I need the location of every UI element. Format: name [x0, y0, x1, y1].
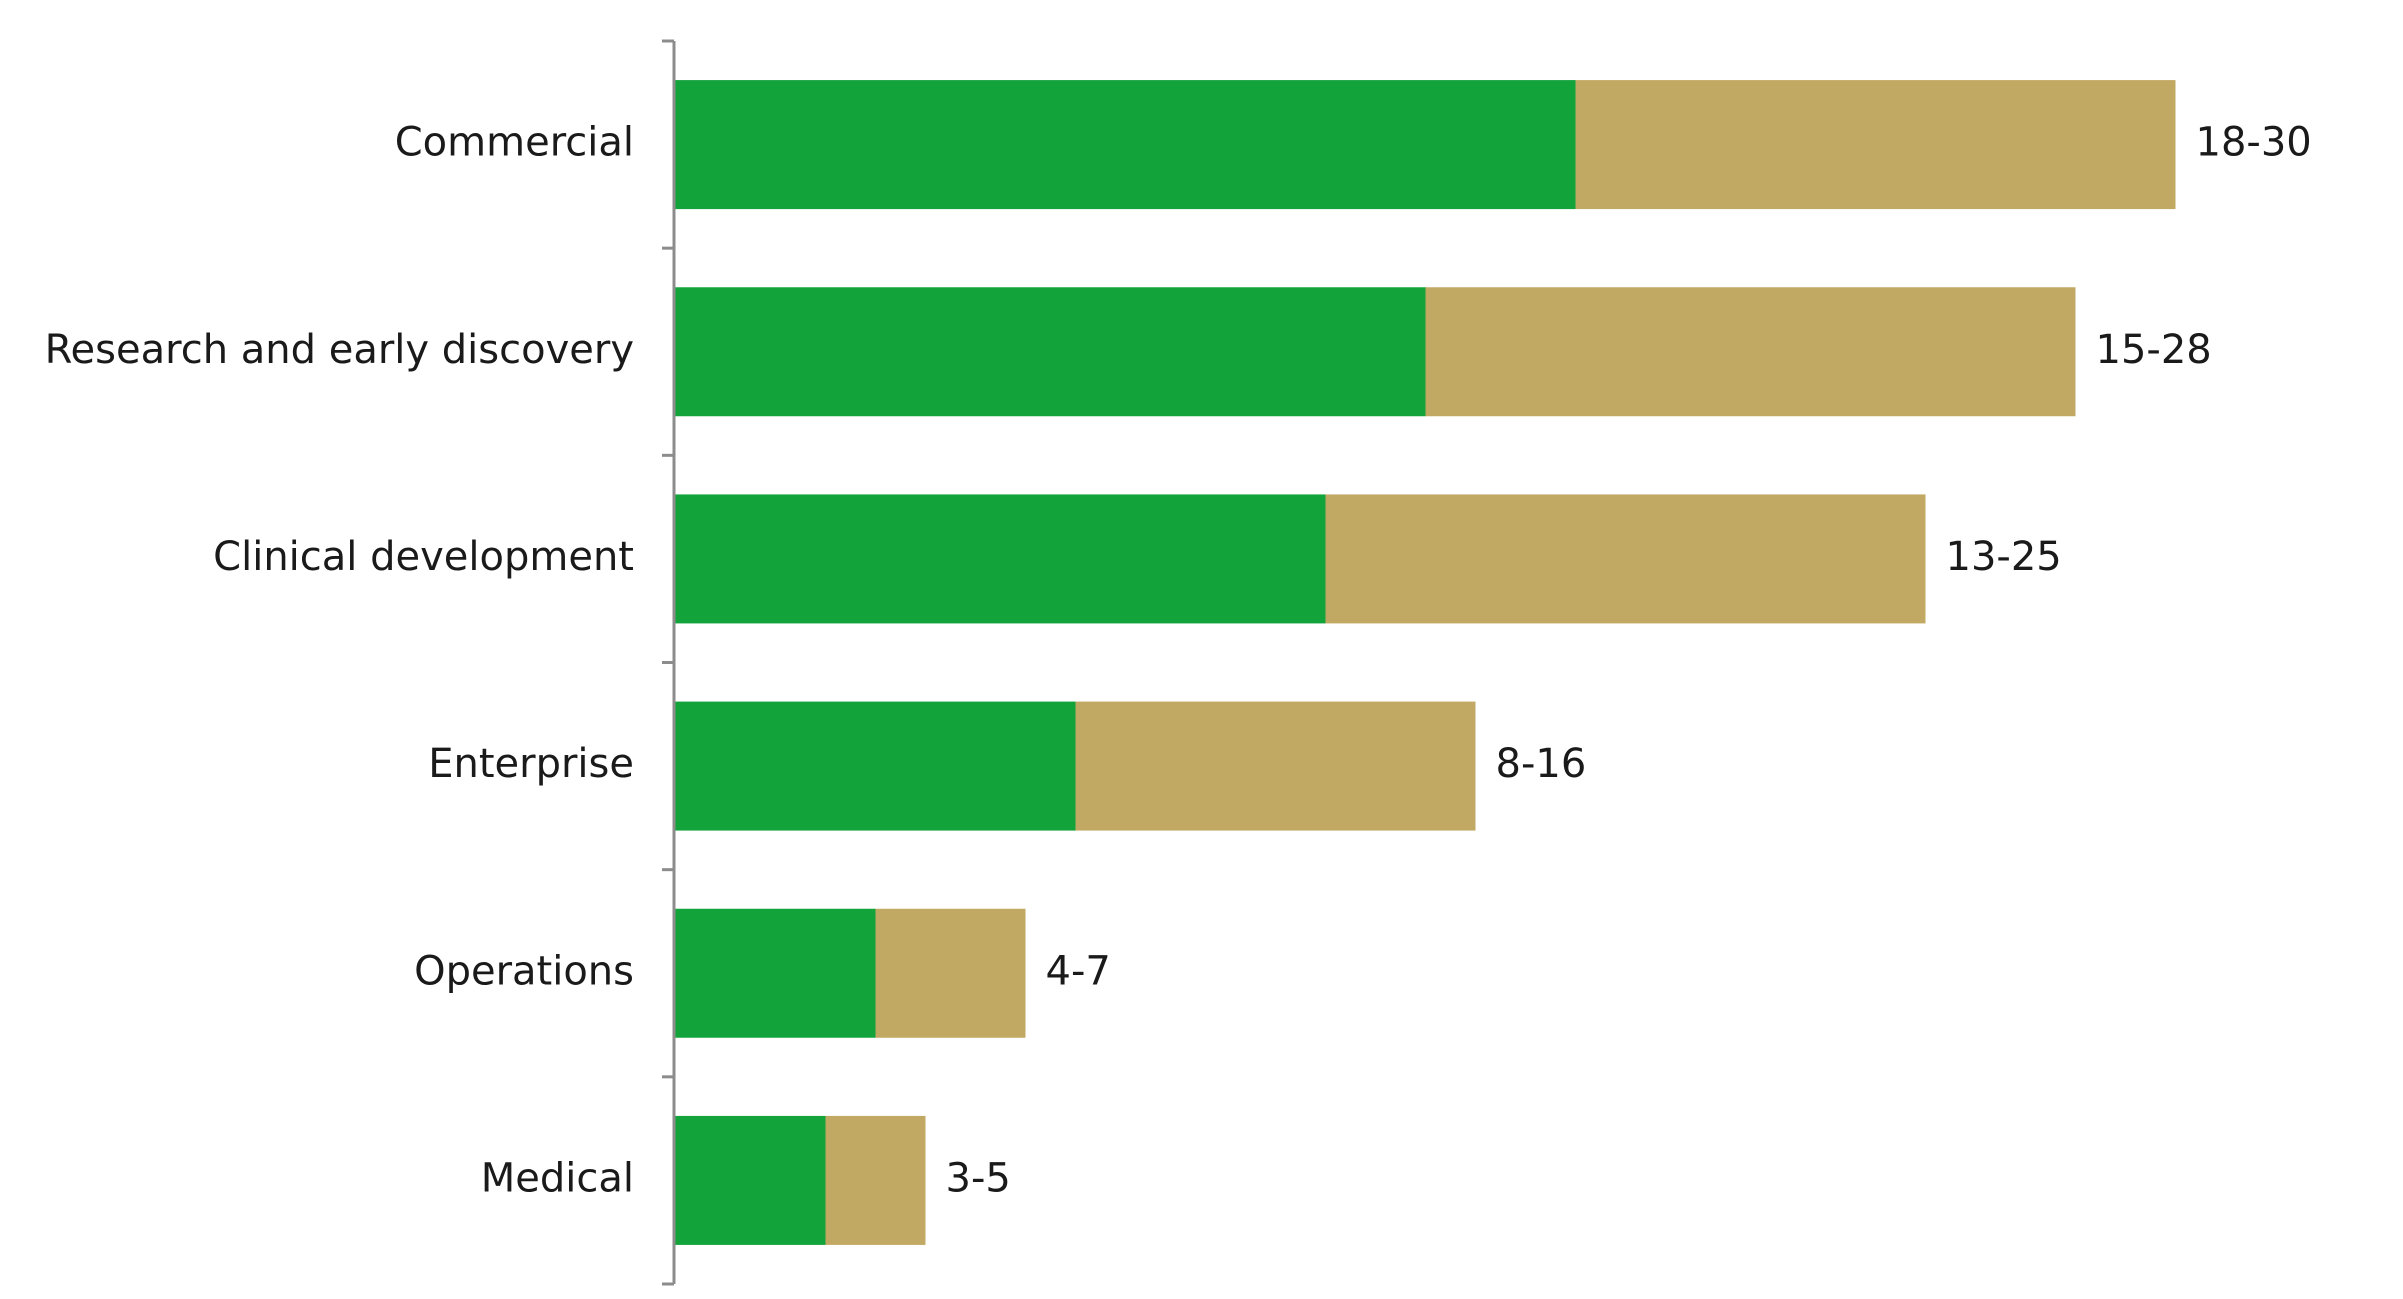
bar-segment-low	[675, 1115, 826, 1245]
category-label: Operations	[414, 948, 634, 994]
bar-segment-low	[675, 494, 1326, 624]
bar-segment-high	[1425, 287, 2076, 417]
data-label: 4-7	[1046, 948, 1111, 994]
category-label: Commercial	[395, 120, 634, 166]
data-label: 13-25	[1946, 534, 2062, 580]
bar-segment-low	[675, 287, 1426, 417]
bar-segment-high	[825, 1115, 926, 1245]
category-label: Medical	[481, 1155, 634, 1201]
bar-segment-high	[1575, 80, 2176, 210]
category-label: Research and early discovery	[45, 327, 634, 373]
bar-segment-low	[675, 908, 876, 1038]
category-label: Clinical development	[213, 534, 634, 580]
category-axis	[662, 39, 676, 1286]
bar-segment-low	[675, 80, 1576, 210]
category-label: Enterprise	[428, 741, 634, 787]
bar-segment-high	[1075, 701, 1476, 831]
bar-segment-low	[675, 701, 1076, 831]
data-label: 3-5	[946, 1155, 1011, 1201]
data-label: 18-30	[2196, 120, 2312, 166]
data-label: 15-28	[2096, 327, 2212, 373]
labels-layer: Commercial 18-30 Research and early discov…	[45, 120, 2312, 1202]
bar-segment-high	[875, 908, 1026, 1038]
bar-segment-high	[1325, 494, 1926, 624]
data-label: 8-16	[1496, 741, 1587, 787]
bars-layer	[675, 80, 2176, 1245]
